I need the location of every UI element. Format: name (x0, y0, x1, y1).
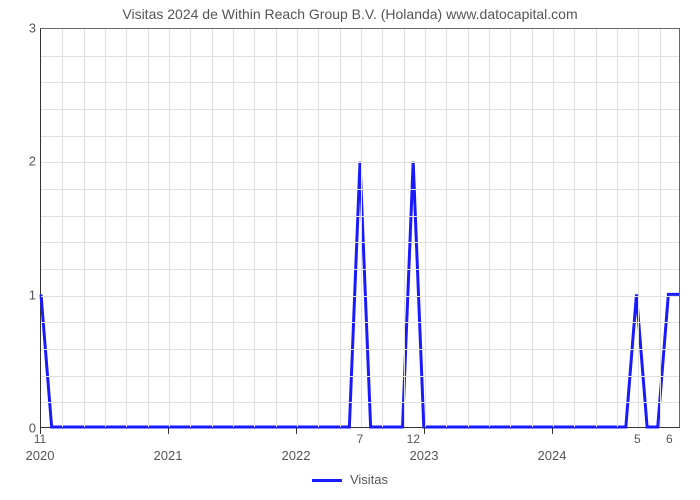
x-year-label: 2022 (282, 448, 311, 463)
x-minor-label: 5 (634, 432, 641, 446)
chart-title: Visitas 2024 de Within Reach Group B.V. … (0, 6, 700, 22)
y-tick-label: 3 (6, 21, 36, 36)
x-year-label: 2020 (26, 448, 55, 463)
y-tick-label: 2 (6, 154, 36, 169)
y-tick-label: 1 (6, 287, 36, 302)
x-minor-label: 7 (357, 432, 364, 446)
legend-swatch (312, 479, 342, 482)
x-minor-label: 12 (407, 432, 420, 446)
legend-label: Visitas (350, 472, 388, 487)
x-year-label: 2024 (538, 448, 567, 463)
x-minor-label: 6 (666, 432, 673, 446)
plot-area (40, 28, 680, 428)
x-year-label: 2021 (154, 448, 183, 463)
visits-line-chart: Visitas 2024 de Within Reach Group B.V. … (0, 0, 700, 500)
y-tick-label: 0 (6, 421, 36, 436)
line-series (41, 29, 679, 427)
legend: Visitas (0, 472, 700, 487)
x-minor-label: 11 (34, 432, 46, 446)
x-year-label: 2023 (410, 448, 439, 463)
